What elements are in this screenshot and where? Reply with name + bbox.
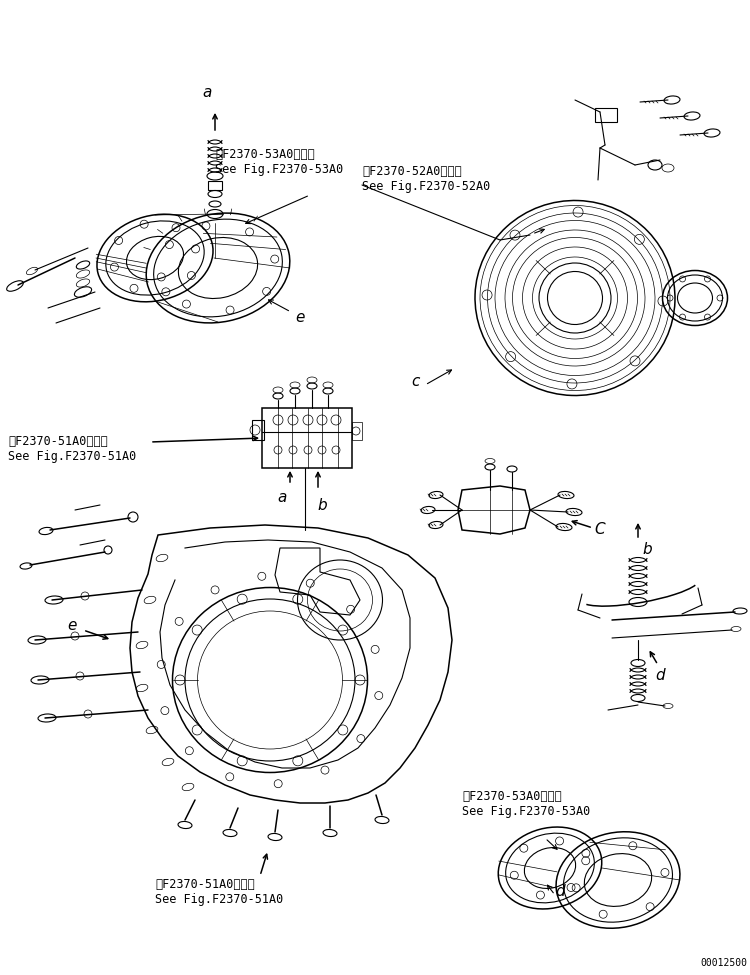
Text: e: e — [68, 617, 76, 633]
Text: 第F2370-53A0図参照
See Fig.F2370-53A0: 第F2370-53A0図参照 See Fig.F2370-53A0 — [215, 148, 344, 176]
Text: b: b — [642, 542, 652, 557]
Text: a: a — [202, 85, 211, 100]
Text: C: C — [595, 523, 605, 537]
Bar — [252, 420, 264, 440]
Text: d: d — [555, 884, 565, 900]
Text: 第F2370-51A0図参照
See Fig.F2370-51A0: 第F2370-51A0図参照 See Fig.F2370-51A0 — [8, 435, 136, 463]
Text: b: b — [317, 498, 327, 513]
Bar — [352, 422, 362, 440]
Text: e: e — [295, 310, 304, 325]
Bar — [208, 181, 222, 190]
Text: 第F2370-51A0図参照
See Fig.F2370-51A0: 第F2370-51A0図参照 See Fig.F2370-51A0 — [155, 878, 284, 906]
Text: a: a — [278, 490, 286, 505]
Text: c: c — [411, 374, 419, 389]
Text: 00012500: 00012500 — [700, 958, 747, 968]
Bar — [595, 108, 617, 122]
Text: d: d — [656, 668, 664, 683]
Text: 第F2370-52A0図参照
See Fig.F2370-52A0: 第F2370-52A0図参照 See Fig.F2370-52A0 — [362, 165, 490, 193]
Text: 第F2370-53A0図参照
See Fig.F2370-53A0: 第F2370-53A0図参照 See Fig.F2370-53A0 — [462, 790, 590, 818]
Bar — [262, 408, 352, 468]
